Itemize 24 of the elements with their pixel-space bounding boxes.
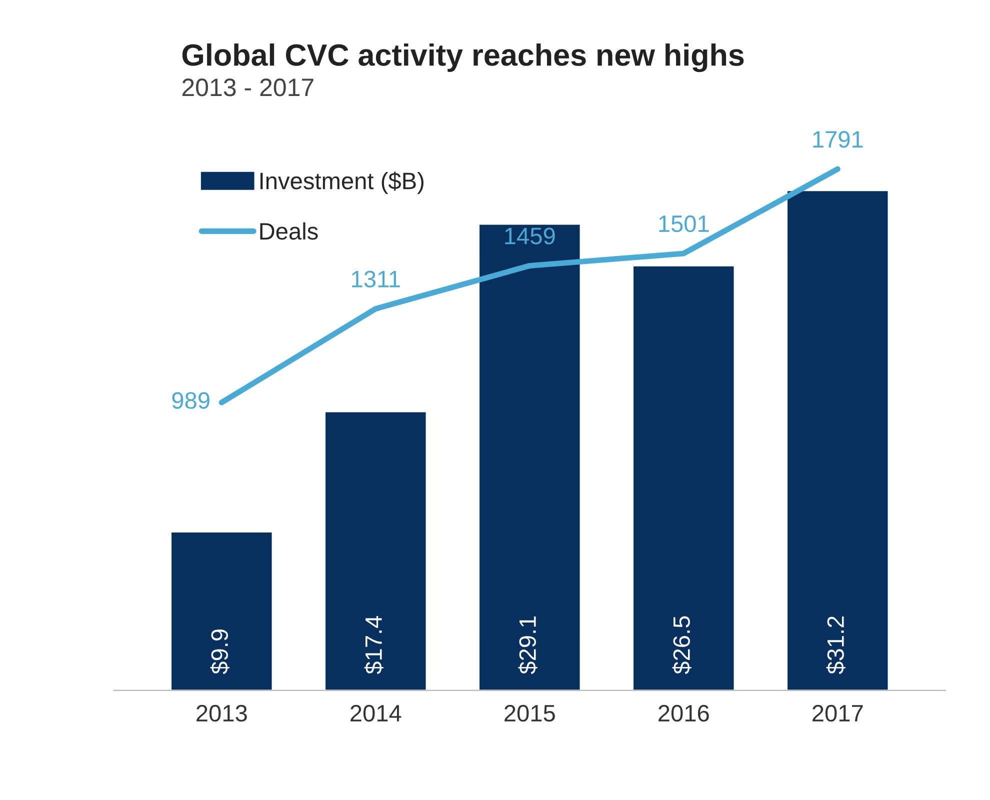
data-label: 1311	[352, 270, 400, 288]
data-label: 1501	[659, 215, 709, 232]
data-label: $26.5	[672, 616, 692, 674]
legend-label: Investment ($B)	[260, 172, 424, 194]
x-tick-label: 2014	[350, 704, 402, 722]
x-tick-label: 2015	[504, 704, 555, 722]
data-label: 989	[172, 392, 210, 409]
data-label: $17.4	[364, 616, 384, 674]
data-label: 1791	[813, 131, 863, 148]
bar	[170, 531, 274, 690]
x-tick-label: 2016	[658, 704, 709, 722]
x-tick-label: 2017	[812, 704, 863, 722]
chart-title: Global CVC activity reaches new highs	[182, 43, 744, 72]
data-label: $9.9	[210, 630, 230, 674]
x-tick-label: 2013	[196, 704, 247, 722]
bar	[632, 265, 736, 690]
legend-label: Deals	[260, 222, 318, 240]
bar	[324, 410, 428, 690]
bar	[786, 190, 890, 690]
chart-subtitle: 2013 - 2017	[182, 78, 314, 96]
data-label: $29.1	[518, 616, 538, 674]
data-label: 1459	[505, 228, 555, 244]
data-label: $31.2	[826, 616, 846, 674]
bar	[478, 223, 582, 690]
